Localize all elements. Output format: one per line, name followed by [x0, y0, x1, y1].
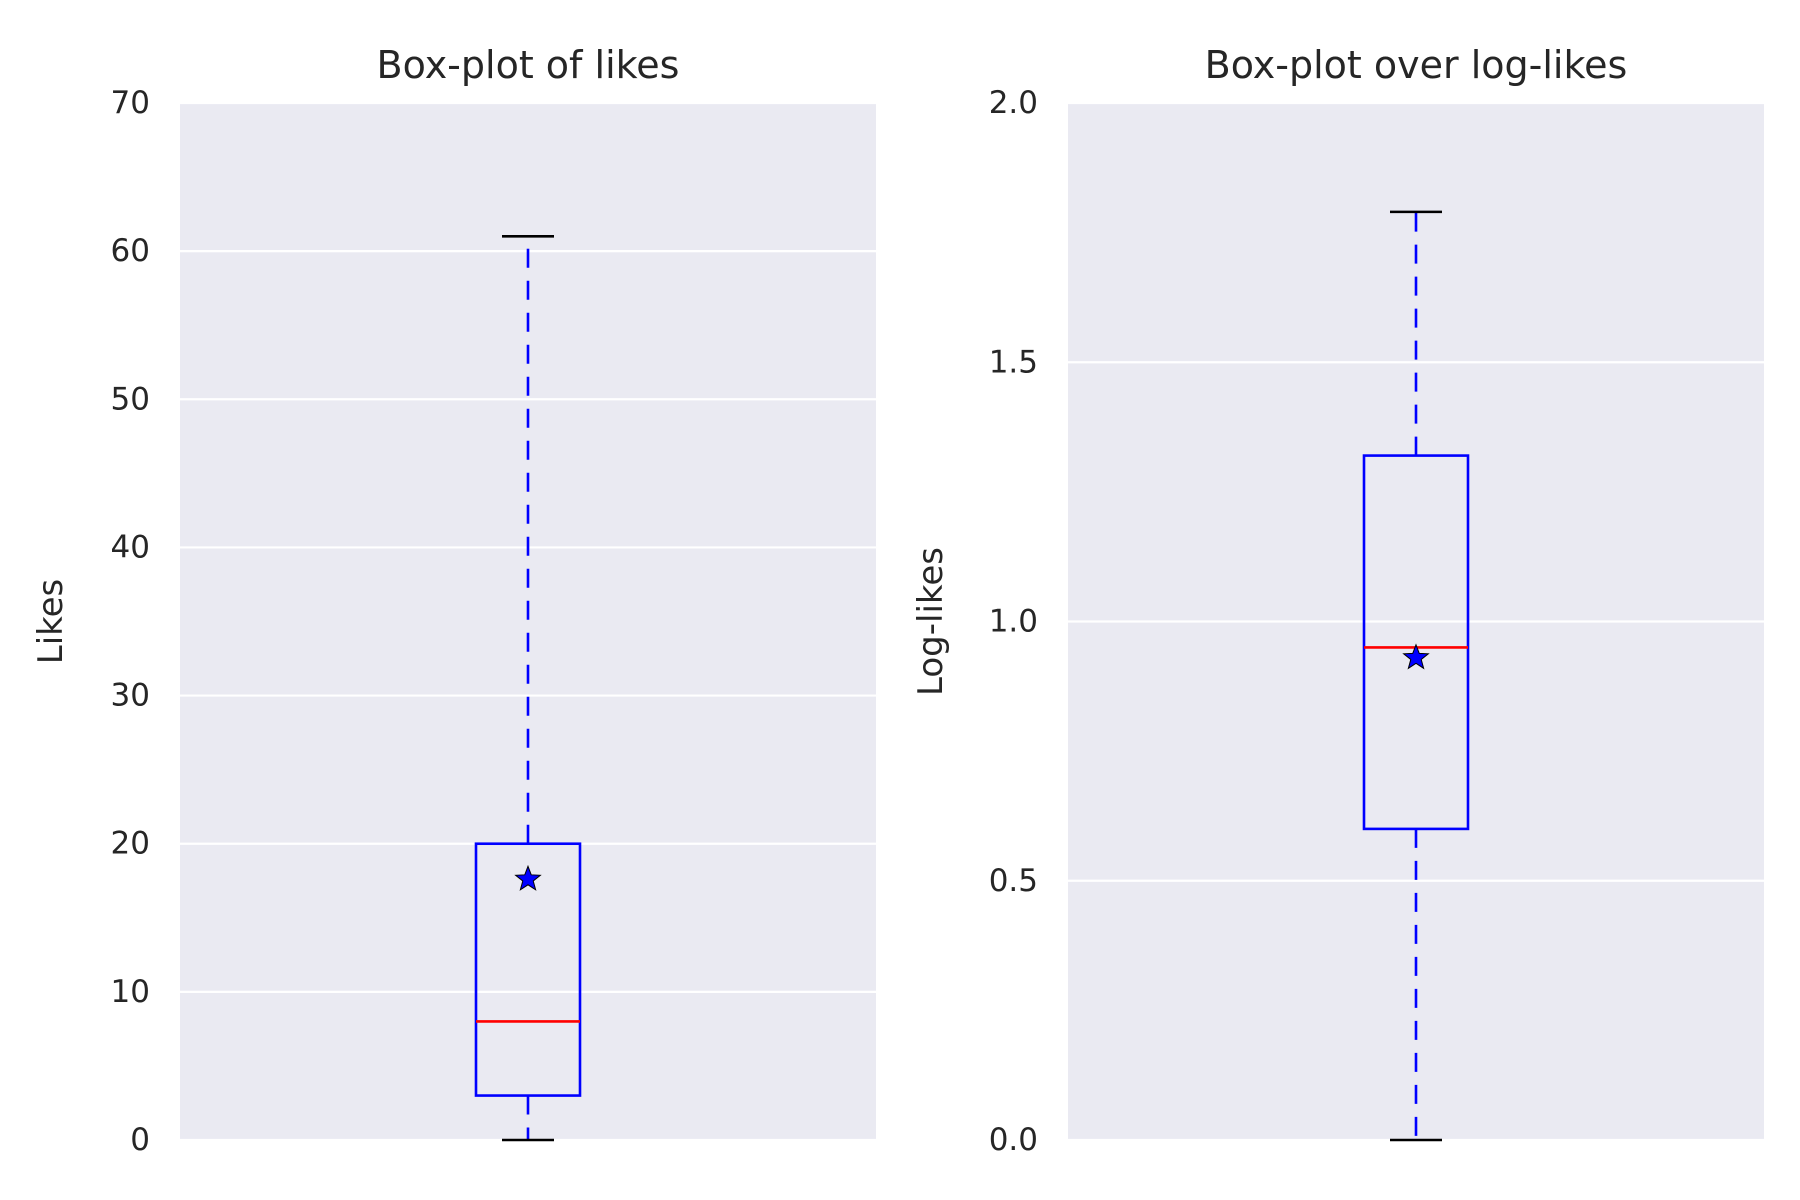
- y-tick-label: 1.0: [989, 604, 1038, 640]
- y-tick-label: 0.5: [989, 863, 1038, 899]
- y-tick-label: 60: [111, 233, 150, 269]
- y-tick-label: 30: [111, 678, 150, 714]
- y-tick-label: 2.0: [989, 85, 1038, 121]
- iqr-box: [1362, 454, 1470, 831]
- y-tick-label: 40: [111, 529, 150, 565]
- plot-background: [180, 103, 876, 1140]
- chart-title: Box-plot over log-likes: [1205, 43, 1628, 87]
- y-tick-label: 10: [111, 974, 150, 1010]
- y-tick-label: 20: [111, 826, 150, 862]
- mean-marker-star: [1402, 643, 1430, 670]
- y-axis-label: Log-likes: [911, 547, 951, 696]
- likes-boxplot-panel: 0 10 20 30 40 50 60 70 Box-plot of likes Likes: [31, 43, 876, 1158]
- chart-title: Box-plot of likes: [377, 43, 680, 87]
- y-tick-label: 1.5: [989, 344, 1038, 380]
- mean-marker-star: [514, 864, 542, 891]
- y-tick-label: 70: [111, 85, 150, 121]
- log-likes-boxplot-panel: 0.0 0.5 1.0 1.5 2.0 Box-plot over log-likes Lo…: [911, 43, 1764, 1158]
- y-tick-label: 0: [130, 1122, 150, 1158]
- iqr-box: [474, 842, 582, 1097]
- y-tick-label: 50: [111, 381, 150, 417]
- y-tick-label: 0.0: [989, 1122, 1038, 1158]
- y-axis-label: Likes: [31, 579, 71, 665]
